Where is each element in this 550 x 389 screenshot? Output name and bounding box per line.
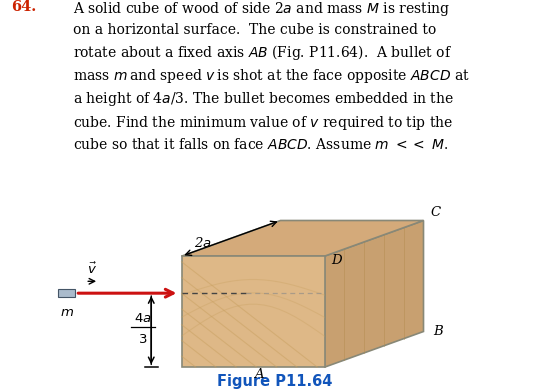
- Polygon shape: [58, 289, 75, 297]
- Text: B: B: [433, 325, 443, 338]
- Text: 64.: 64.: [11, 0, 36, 14]
- Text: $\vec{v}$: $\vec{v}$: [87, 261, 97, 277]
- Text: A solid cube of wood of side 2$a$ and mass $M$ is resting
on a horizontal surfac: A solid cube of wood of side 2$a$ and ma…: [73, 0, 470, 152]
- Polygon shape: [182, 221, 424, 256]
- Text: D: D: [331, 254, 342, 266]
- Text: 2$a$: 2$a$: [194, 236, 212, 250]
- Text: $4a$: $4a$: [134, 312, 152, 325]
- Text: $m$: $m$: [59, 306, 74, 319]
- Polygon shape: [182, 256, 324, 367]
- Polygon shape: [324, 221, 424, 367]
- Text: Figure P11.64: Figure P11.64: [217, 374, 333, 389]
- Text: $3$: $3$: [138, 333, 148, 346]
- Text: C: C: [430, 205, 440, 219]
- Text: A: A: [254, 368, 263, 381]
